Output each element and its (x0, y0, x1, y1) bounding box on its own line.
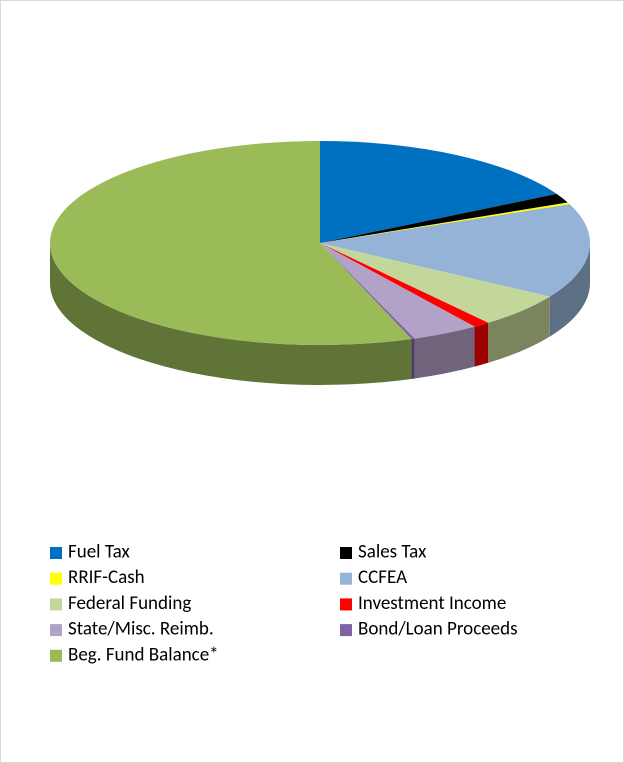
legend-swatch (50, 572, 62, 585)
legend-label: Bond/Loan Proceeds (358, 618, 518, 641)
slice (320, 202, 570, 243)
legend-swatch (340, 624, 352, 637)
slice (320, 193, 568, 243)
slice (320, 204, 591, 297)
legend-swatch (50, 624, 62, 637)
slice-side (488, 296, 550, 363)
legend-swatch (50, 598, 62, 611)
slice-side (549, 243, 590, 337)
slice-side (50, 243, 412, 386)
legend-label: Federal Funding (68, 592, 191, 615)
legend-swatch (340, 598, 352, 611)
slice (320, 243, 475, 339)
slice (320, 141, 557, 243)
slice (320, 243, 489, 327)
legend-label: CCFEA (358, 566, 407, 589)
legend-swatch (50, 547, 62, 559)
legend-swatch (340, 547, 352, 559)
slice-side (411, 338, 415, 379)
legend-label: RRIF-Cash (68, 566, 145, 589)
legend: Fuel Tax Sales Tax RRIF-Cash CCFEA Federal F… (50, 541, 518, 666)
slice-side (474, 322, 489, 367)
slice-side (414, 326, 475, 379)
slice (320, 243, 550, 323)
legend-label: Sales Tax (358, 541, 427, 564)
legend-label: Investment Income (358, 592, 506, 615)
legend-label: Beg. Fund Balance* (68, 643, 219, 666)
legend-label: State/Misc. Reimb. (68, 618, 214, 641)
pie (50, 141, 591, 386)
slice (50, 141, 412, 346)
legend-label: Fuel Tax (68, 541, 131, 564)
slice (320, 243, 415, 339)
legend-swatch (340, 572, 352, 585)
legend-swatch (50, 649, 62, 662)
